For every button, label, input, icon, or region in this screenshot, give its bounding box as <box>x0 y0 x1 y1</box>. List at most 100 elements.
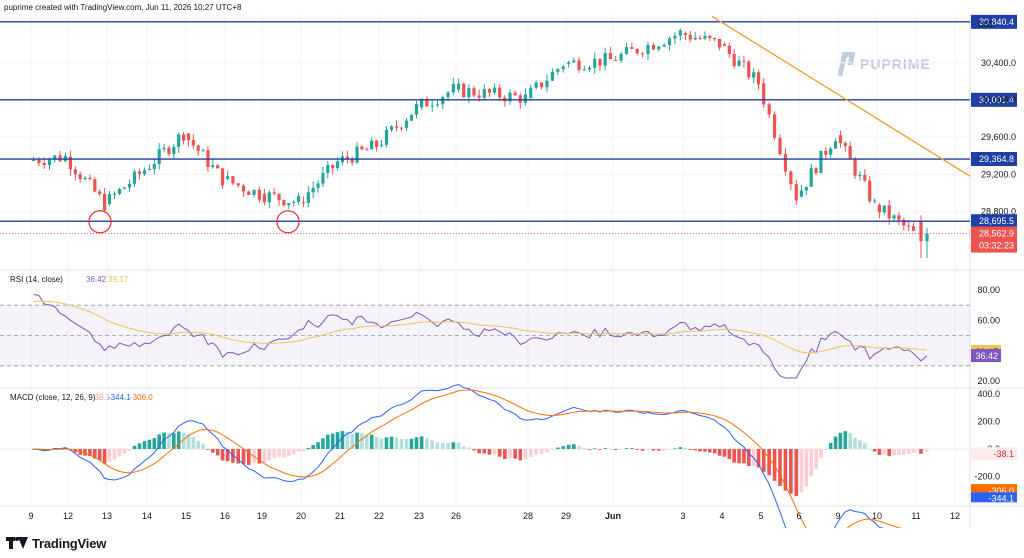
candle[interactable] <box>722 42 727 46</box>
candle[interactable] <box>345 150 349 164</box>
candle[interactable] <box>409 114 414 122</box>
candle[interactable] <box>635 48 639 56</box>
candle[interactable] <box>63 152 67 163</box>
candle[interactable] <box>58 151 62 163</box>
tradingview-logo[interactable]: TradingView <box>6 536 106 551</box>
candle[interactable] <box>441 95 445 110</box>
candle[interactable] <box>794 179 798 205</box>
candle[interactable] <box>277 193 281 206</box>
candle[interactable] <box>919 215 923 258</box>
highlight-circle[interactable] <box>276 210 300 234</box>
candle[interactable] <box>624 43 629 55</box>
candle[interactable] <box>762 78 766 109</box>
candle[interactable] <box>572 57 576 63</box>
candle[interactable] <box>833 138 838 149</box>
candle[interactable] <box>804 186 808 196</box>
candle[interactable] <box>451 77 455 95</box>
candle[interactable] <box>425 96 429 107</box>
candle[interactable] <box>321 167 325 188</box>
candle[interactable] <box>472 85 476 98</box>
candle[interactable] <box>360 145 364 151</box>
candle[interactable] <box>152 159 156 175</box>
candle[interactable] <box>211 159 215 169</box>
candle[interactable] <box>693 32 697 41</box>
candle[interactable] <box>550 68 555 82</box>
candle[interactable] <box>708 35 712 41</box>
candle[interactable] <box>843 141 847 152</box>
candle[interactable] <box>717 38 722 51</box>
candle[interactable] <box>301 196 306 208</box>
candle[interactable] <box>503 95 507 107</box>
candle[interactable] <box>220 168 225 189</box>
candle[interactable] <box>252 189 256 198</box>
candle[interactable] <box>829 146 833 158</box>
candle[interactable] <box>814 166 818 176</box>
candle[interactable] <box>577 57 581 73</box>
candle[interactable] <box>838 130 843 148</box>
candle[interactable] <box>641 51 645 58</box>
candle[interactable] <box>897 211 901 226</box>
candle[interactable] <box>257 186 261 203</box>
candle[interactable] <box>598 58 602 72</box>
candle[interactable] <box>93 176 97 193</box>
candle[interactable] <box>177 132 181 153</box>
candle[interactable] <box>892 214 896 221</box>
candle[interactable] <box>272 188 276 196</box>
candle[interactable] <box>384 126 389 148</box>
candle[interactable] <box>196 144 200 157</box>
candle[interactable] <box>853 156 857 179</box>
candle[interactable] <box>752 67 756 84</box>
candle[interactable] <box>778 134 782 156</box>
candle[interactable] <box>78 171 82 183</box>
candle[interactable] <box>673 32 677 45</box>
candle[interactable] <box>877 202 882 219</box>
candle[interactable] <box>614 55 618 62</box>
candle[interactable] <box>226 170 230 180</box>
candle[interactable] <box>331 164 335 175</box>
candle[interactable] <box>482 84 486 100</box>
candle[interactable] <box>603 47 607 71</box>
candle[interactable] <box>365 147 369 151</box>
candle[interactable] <box>262 188 267 206</box>
candle[interactable] <box>667 36 672 51</box>
candle[interactable] <box>767 102 771 119</box>
candle[interactable] <box>68 150 73 176</box>
candle[interactable] <box>311 181 315 199</box>
candle[interactable] <box>819 150 823 174</box>
candle[interactable] <box>662 42 666 48</box>
candle[interactable] <box>713 37 717 42</box>
trend-line[interactable] <box>711 15 971 177</box>
candle[interactable] <box>122 187 127 190</box>
candle[interactable] <box>498 84 502 102</box>
candle[interactable] <box>872 198 877 204</box>
candle[interactable] <box>513 90 517 96</box>
candle[interactable] <box>809 163 813 187</box>
candle[interactable] <box>737 55 741 67</box>
candle[interactable] <box>216 164 220 169</box>
candle[interactable] <box>824 147 828 159</box>
candle[interactable] <box>137 168 142 180</box>
candle[interactable] <box>162 143 166 153</box>
candle[interactable] <box>181 132 186 145</box>
candle[interactable] <box>191 134 195 150</box>
candle[interactable] <box>374 139 379 152</box>
candle[interactable] <box>727 42 731 58</box>
candle[interactable] <box>394 120 399 132</box>
candle[interactable] <box>370 137 374 150</box>
candle[interactable] <box>414 100 419 119</box>
candle[interactable] <box>350 156 354 166</box>
candle[interactable] <box>231 175 235 186</box>
candle[interactable] <box>902 217 906 231</box>
candle[interactable] <box>435 100 440 108</box>
candle[interactable] <box>462 82 466 98</box>
candle[interactable] <box>688 30 692 43</box>
candle[interactable] <box>236 182 240 188</box>
candle[interactable] <box>389 125 394 133</box>
candle[interactable] <box>282 199 286 207</box>
candle[interactable] <box>772 111 777 141</box>
candle[interactable] <box>292 199 296 207</box>
candle[interactable] <box>703 31 707 40</box>
candle[interactable] <box>789 170 793 191</box>
candle[interactable] <box>492 83 497 95</box>
candle[interactable] <box>646 41 650 61</box>
